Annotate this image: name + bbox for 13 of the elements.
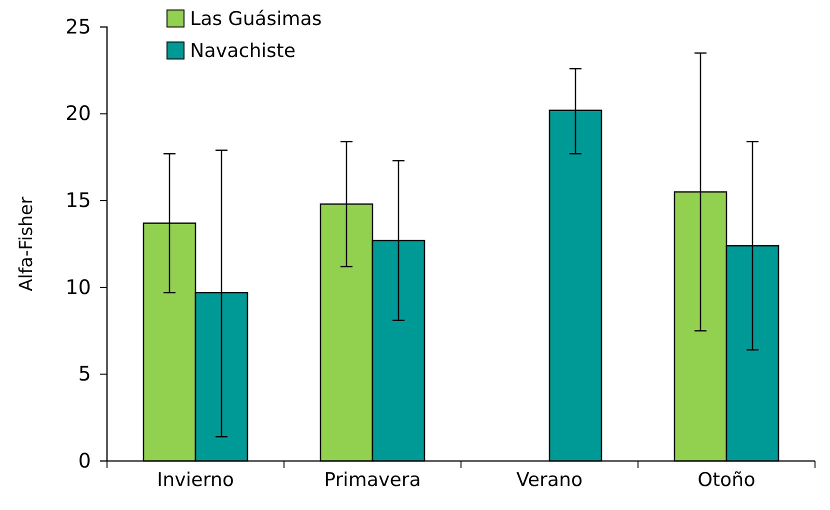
y-tick-label: 10 xyxy=(66,274,91,299)
y-tick-label: 25 xyxy=(66,14,91,38)
y-tick-label: 15 xyxy=(66,188,91,212)
x-tick-label: Verano xyxy=(516,469,583,491)
x-tick-label: Otoño xyxy=(698,469,756,491)
x-tick-label: Invierno xyxy=(156,469,234,491)
y-axis-title: Alfa-Fisher xyxy=(16,196,37,292)
x-tick-label: Primavera xyxy=(324,469,421,491)
legend-label: Navachiste xyxy=(190,40,296,62)
y-tick-label: 20 xyxy=(66,101,91,126)
legend-label: Las Guásimas xyxy=(190,8,322,30)
y-tick-label: 0 xyxy=(78,448,91,472)
y-tick-label: 5 xyxy=(78,362,91,386)
